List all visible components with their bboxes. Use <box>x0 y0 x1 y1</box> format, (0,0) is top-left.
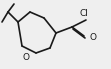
Text: O: O <box>23 53 30 61</box>
Text: O: O <box>89 32 96 41</box>
Text: Cl: Cl <box>80 8 88 18</box>
